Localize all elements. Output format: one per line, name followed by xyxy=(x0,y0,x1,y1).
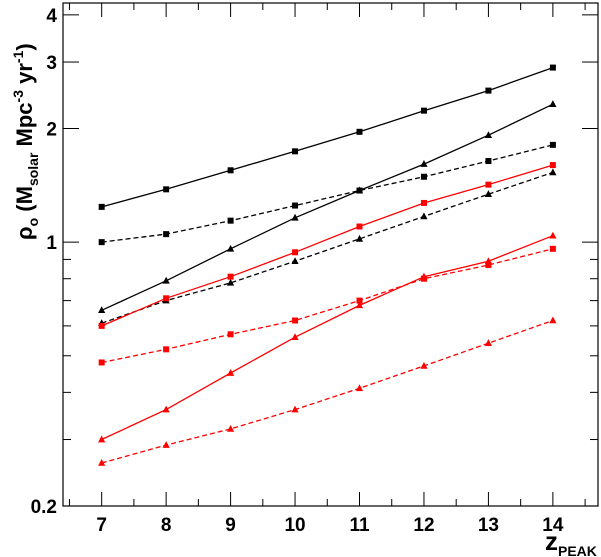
series-6 xyxy=(98,245,556,366)
series-line xyxy=(101,144,554,243)
y-axis-title: ρo (Msolar Mpc-3 yr-1) xyxy=(10,43,41,240)
data-point-square xyxy=(420,275,427,282)
series-line xyxy=(101,66,554,208)
data-point-square xyxy=(356,187,363,194)
data-point-triangle xyxy=(162,405,170,413)
data-point-triangle xyxy=(162,441,170,448)
series-layer xyxy=(98,64,557,466)
series-line xyxy=(101,164,554,327)
data-point-square xyxy=(549,245,556,252)
series-line xyxy=(101,103,554,311)
series-line xyxy=(101,319,554,464)
axis-ticks xyxy=(63,3,598,507)
series-line xyxy=(101,248,554,364)
x-tick-label: 11 xyxy=(349,515,370,536)
data-point-triangle xyxy=(291,405,299,413)
data-point-square xyxy=(292,317,299,324)
data-point-square xyxy=(227,273,234,280)
data-point-square xyxy=(356,297,363,304)
plot-frame xyxy=(62,2,599,507)
x-tick-label: 10 xyxy=(284,515,305,536)
series-line xyxy=(101,171,554,324)
data-point-triangle xyxy=(226,369,235,376)
y-tick-label: 3 xyxy=(46,53,57,74)
data-point-square xyxy=(292,202,299,209)
data-point-square xyxy=(292,148,299,155)
data-point-triangle xyxy=(420,212,428,220)
data-point-triangle xyxy=(226,244,235,252)
data-point-square xyxy=(549,162,556,169)
series-0 xyxy=(98,64,556,210)
data-point-triangle xyxy=(549,100,557,107)
series-4 xyxy=(98,162,556,329)
data-point-triangle xyxy=(162,276,170,284)
x-axis-title: zPEAK xyxy=(545,526,597,557)
data-point-square xyxy=(420,199,427,206)
data-point-square xyxy=(227,217,234,224)
data-point-square xyxy=(420,107,427,114)
data-point-triangle xyxy=(420,361,428,369)
series-2 xyxy=(98,141,556,246)
data-point-square xyxy=(485,181,492,188)
x-tick-label: 7 xyxy=(96,515,107,536)
x-tick-label: 12 xyxy=(413,515,434,536)
data-point-triangle xyxy=(98,306,106,314)
data-point-triangle xyxy=(484,190,493,197)
data-point-square xyxy=(420,173,427,180)
data-point-square xyxy=(485,261,492,268)
data-point-square xyxy=(485,87,492,94)
series-7 xyxy=(98,316,557,466)
y-tick-label: 1 xyxy=(46,233,57,254)
data-point-triangle xyxy=(355,301,364,309)
data-point-triangle xyxy=(291,213,299,221)
data-point-square xyxy=(549,64,556,71)
data-point-triangle xyxy=(355,234,364,242)
data-point-triangle xyxy=(98,458,106,466)
data-point-square xyxy=(356,223,363,230)
data-point-triangle xyxy=(98,435,106,443)
data-point-square xyxy=(356,128,363,135)
data-point-square xyxy=(227,331,234,338)
data-point-square xyxy=(292,249,299,256)
data-point-triangle xyxy=(549,168,557,176)
data-point-square xyxy=(163,295,170,302)
data-point-triangle xyxy=(549,231,557,239)
data-point-square xyxy=(163,346,170,353)
data-point-square xyxy=(98,203,105,210)
data-point-triangle xyxy=(291,333,299,340)
data-point-square xyxy=(98,239,105,246)
data-point-square xyxy=(98,359,105,366)
data-point-triangle xyxy=(226,424,235,432)
data-point-square xyxy=(98,322,105,329)
x-tick-label: 14 xyxy=(542,515,564,536)
x-tick-label: 8 xyxy=(161,515,172,536)
series-1 xyxy=(98,100,557,314)
data-point-triangle xyxy=(549,316,557,324)
data-point-triangle xyxy=(420,160,428,167)
data-point-triangle xyxy=(226,278,235,286)
data-point-square xyxy=(549,141,556,148)
x-tick-label: 13 xyxy=(478,515,499,536)
data-point-triangle xyxy=(484,339,493,346)
data-point-triangle xyxy=(291,257,299,265)
data-point-triangle xyxy=(355,384,364,392)
data-point-square xyxy=(227,167,234,174)
y-tick-label: 4 xyxy=(46,6,57,27)
data-point-square xyxy=(163,186,170,193)
data-point-square xyxy=(163,231,170,238)
x-tick-label: 9 xyxy=(225,515,236,536)
y-tick-label: 0.2 xyxy=(31,497,57,518)
series-line xyxy=(101,235,554,441)
y-tick-label: 2 xyxy=(46,119,57,140)
data-point-triangle xyxy=(484,131,493,138)
data-point-square xyxy=(485,158,492,165)
